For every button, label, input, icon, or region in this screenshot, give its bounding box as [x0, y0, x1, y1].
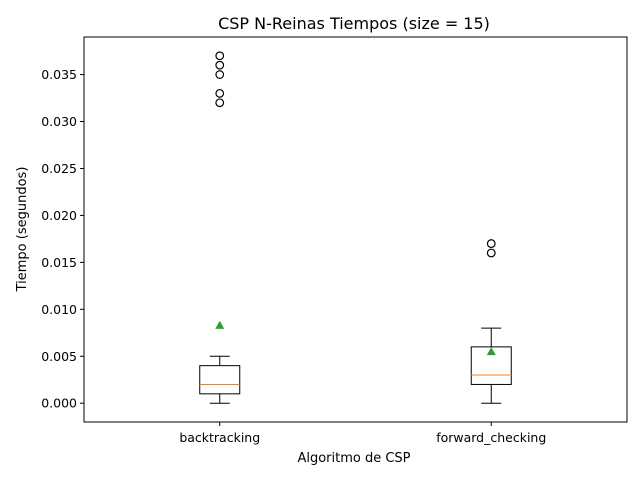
outlier-point	[215, 60, 225, 70]
outlier-point	[215, 70, 225, 79]
x-tick-label: forward_checking	[436, 430, 546, 445]
iqr-box	[199, 365, 241, 395]
x-axis-label: Algoritmo de CSP	[297, 451, 410, 466]
outlier-point	[486, 239, 496, 248]
box-series	[199, 51, 512, 404]
mean-marker	[215, 320, 225, 329]
box-forward_checking	[470, 239, 512, 404]
outlier-point	[215, 98, 225, 108]
mean-marker	[486, 347, 496, 356]
plot-area-frame	[83, 36, 628, 423]
y-tick-label: 0.035	[41, 67, 77, 82]
y-tick-label: 0.010	[41, 302, 77, 317]
outlier-point	[215, 51, 225, 61]
x-axis: backtracking forward_checking	[179, 422, 546, 445]
chart-title: CSP N-Reinas Tiempos (size = 15)	[218, 14, 490, 33]
outlier-point	[215, 88, 225, 98]
y-tick-label: 0.005	[41, 349, 77, 364]
iqr-box	[470, 346, 512, 385]
y-axis: 0.000 0.005 0.010 0.015 0.020 0.025 0.030 0.035	[41, 67, 84, 411]
y-tick-label: 0.000	[41, 396, 77, 411]
box-backtracking	[199, 51, 241, 404]
y-tick-label: 0.020	[41, 208, 77, 223]
x-tick-label: backtracking	[179, 430, 260, 445]
y-tick-label: 0.025	[41, 161, 77, 176]
y-tick-label: 0.030	[41, 114, 77, 129]
outlier-point	[486, 248, 496, 258]
y-axis-label: Tiempo (segundos)	[15, 167, 30, 293]
y-tick-label: 0.015	[41, 255, 77, 270]
